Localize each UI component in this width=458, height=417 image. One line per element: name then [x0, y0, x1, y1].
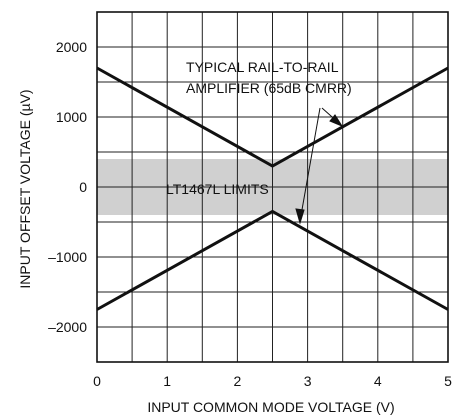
grid [97, 12, 448, 362]
x-tick-label: 2 [234, 373, 242, 389]
series-line-2 [96, 209, 449, 311]
annotation-line-2: AMPLIFIER (65dB CMRR) [186, 80, 352, 96]
annotation-line-1: TYPICAL RAIL-TO-RAIL [186, 59, 339, 75]
x-tick-label: 5 [444, 373, 452, 389]
series-line-1 [96, 66, 449, 168]
y-tick-label: 0 [79, 179, 87, 195]
y-tick-label: –2000 [48, 319, 87, 335]
x-tick-label: 3 [304, 373, 312, 389]
y-tick-label: 2000 [56, 39, 87, 55]
plot-frame [96, 11, 449, 363]
y-tick-label: 1000 [56, 109, 87, 125]
band-label: LT1467L LIMITS [166, 181, 269, 197]
x-tick-label: 0 [93, 373, 101, 389]
annotation-arrows [295, 107, 344, 225]
x-tick-label: 4 [374, 373, 382, 389]
x-tick-label: 1 [163, 373, 171, 389]
series-group [96, 66, 449, 311]
arrow-head-upper [329, 114, 344, 128]
x-axis-label: INPUT COMMON MODE VOLTAGE (V) [147, 399, 394, 415]
y-tick-label: –1000 [48, 249, 87, 265]
arrow-head-lower [295, 208, 305, 225]
tick-labels: 0 1 2 3 4 5 2000 1000 0 –1000 –2000 [48, 39, 452, 389]
y-axis-label: INPUT OFFSET VOLTAGE (µV) [17, 89, 33, 288]
arrow-to-lower-curve [299, 107, 321, 222]
